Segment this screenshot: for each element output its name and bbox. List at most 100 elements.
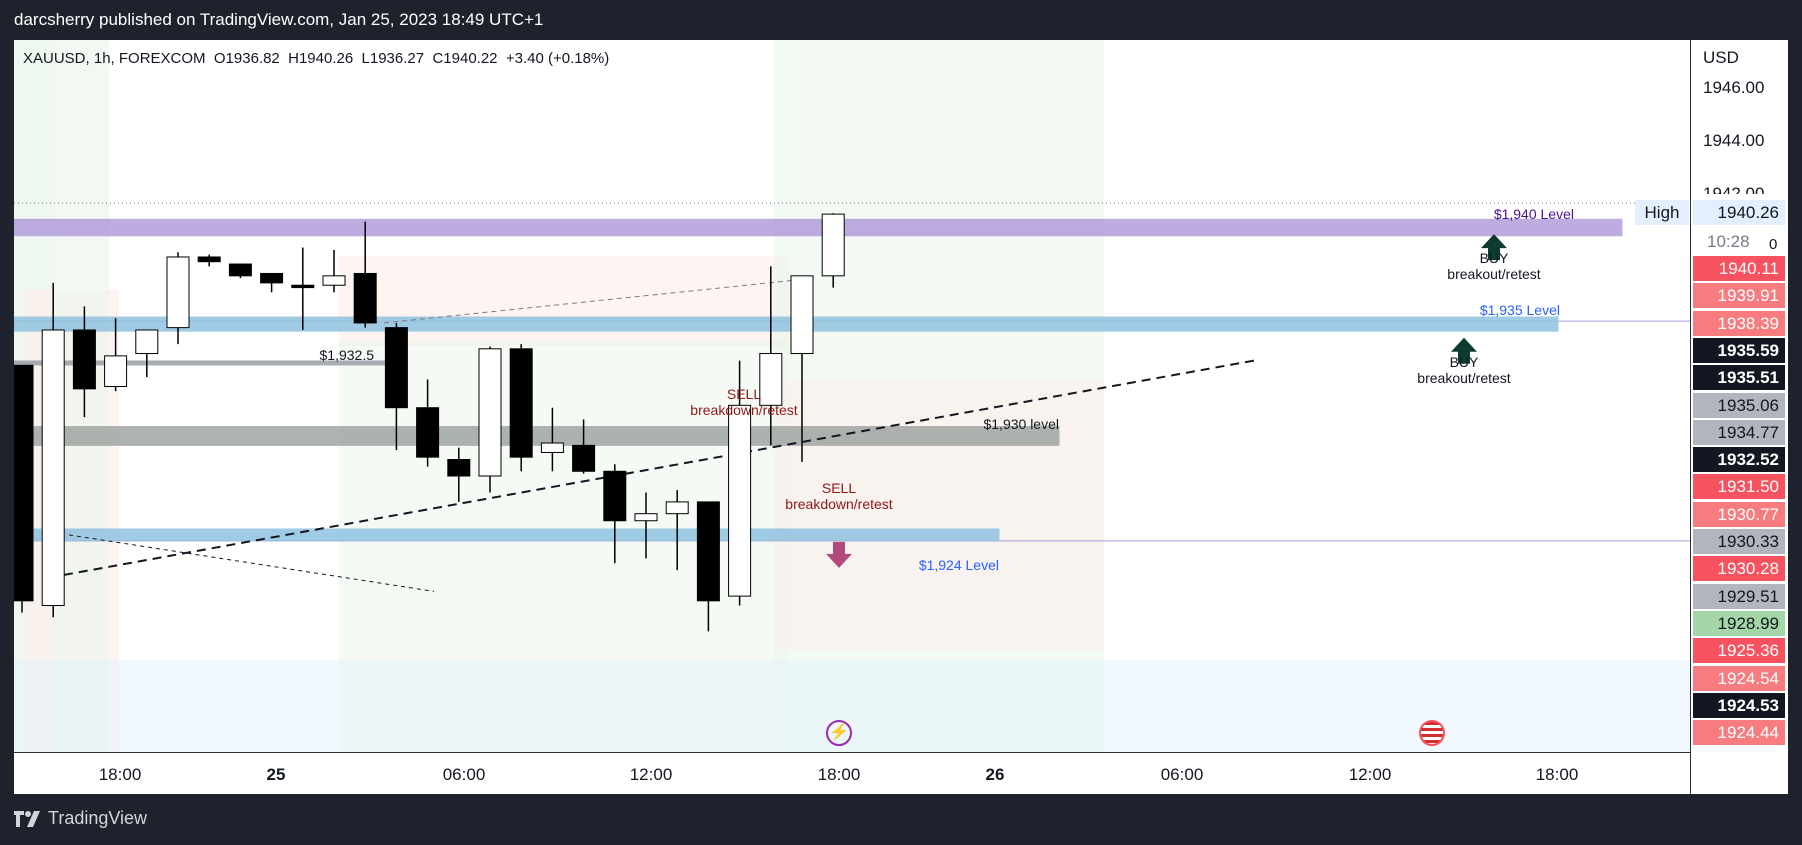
time-label: 06:00	[1160, 765, 1204, 784]
trend-line	[63, 359, 1255, 576]
sell-arrow-icon	[826, 541, 852, 568]
sell-annotation[interactable]: SELL breakdown/retest	[684, 386, 804, 418]
time-label: 06:00	[442, 765, 486, 784]
price-badge: 1924.53	[1693, 692, 1785, 718]
price-badge: 1929.51	[1693, 583, 1785, 609]
chart-svg[interactable]	[14, 40, 1690, 752]
candle-body	[197, 256, 221, 263]
candle-body	[509, 348, 533, 458]
legend-open: O1936.82	[213, 50, 280, 67]
price-badge: 1930.77	[1693, 501, 1785, 527]
time-label: 18:00	[817, 765, 861, 784]
buy-annotation[interactable]: BUY breakout/retest	[1404, 354, 1524, 386]
background-zone	[14, 660, 1690, 752]
annotation-line2: breakdown/retest	[785, 495, 893, 512]
time-label: 26	[985, 765, 1005, 784]
level-label: $1,924 Level	[918, 556, 999, 573]
candle-body	[696, 501, 720, 602]
level-band	[14, 218, 1623, 237]
level-band	[14, 426, 1060, 446]
annotation-line2: breakout/retest	[1447, 266, 1541, 283]
price-tick-partial: 0	[1769, 236, 1778, 253]
time-label: 18:00	[98, 765, 142, 784]
buy-arrow-icon	[1481, 234, 1507, 261]
tradingview-brand: TradingView	[48, 808, 148, 828]
level-band	[14, 528, 1000, 542]
price-axis[interactable]: USD 1946.00 1944.00 1942.00 High 1940.26…	[1635, 40, 1788, 794]
price-badge: 1924.54	[1693, 665, 1785, 691]
price-badge: 1938.39	[1693, 310, 1785, 336]
legend-change: +3.40 (+0.18%)	[505, 50, 610, 67]
high-value-badge: 1940.26	[1693, 200, 1785, 225]
us-flag-icon[interactable]	[1419, 720, 1445, 746]
candle-body	[416, 407, 440, 458]
level-label: $1,940 Level	[1493, 205, 1574, 222]
candle-body	[135, 329, 159, 355]
price-badge: 1935.06	[1693, 392, 1785, 418]
candle-body	[353, 272, 377, 324]
legend-symbol[interactable]: XAUUSD, 1h, FOREXCOM	[23, 50, 206, 67]
annotation-line1: BUY	[1479, 250, 1509, 267]
candle-body	[540, 442, 564, 453]
lightning-icon[interactable]: ⚡	[826, 720, 852, 746]
buy-arrow-icon	[1451, 337, 1477, 364]
price-badge: 1935.59	[1693, 337, 1785, 363]
candle-body	[665, 501, 689, 515]
publisher-line: darcsherry published on TradingView.com,…	[14, 10, 544, 29]
price-tick: 1944.00	[1703, 131, 1765, 150]
price-tick: 1942.00	[1703, 184, 1765, 194]
candle-body	[322, 275, 346, 286]
ohlc-legend: XAUUSD, 1h, FOREXCOM O1936.82 H1940.26 L…	[23, 50, 609, 67]
time-label: 18:00	[1535, 765, 1579, 784]
high-label: High	[1635, 200, 1689, 225]
price-badge: 1939.91	[1693, 283, 1785, 309]
candle-body	[603, 470, 627, 522]
trend-line	[383, 277, 815, 324]
candle-body	[260, 272, 284, 284]
price-badge: 1932.52	[1693, 447, 1785, 473]
chart-panel[interactable]: XAUUSD, 1h, FOREXCOM O1936.82 H1940.26 L…	[14, 40, 1788, 794]
level-label: $1,935 Level	[1479, 302, 1560, 319]
trend-line	[68, 534, 435, 592]
legend-low: L1936.27	[361, 50, 425, 67]
annotation-line2: breakdown/retest	[690, 401, 798, 418]
price-badge: 1930.28	[1693, 556, 1785, 582]
price-badge: 1931.50	[1693, 474, 1785, 500]
candle-body	[821, 213, 845, 277]
price-badge: 1934.77	[1693, 419, 1785, 445]
level-band	[14, 316, 1559, 332]
footer: TradingView	[0, 794, 1802, 845]
level-label: $1,932.5	[319, 346, 375, 363]
candle-body	[790, 275, 814, 355]
tradingview-logo[interactable]: TradingView	[14, 808, 147, 829]
currency-label[interactable]: USD	[1703, 48, 1739, 67]
annotation-line2: breakout/retest	[1417, 369, 1511, 386]
candle-body	[728, 404, 752, 597]
price-badge: 1925.36	[1693, 638, 1785, 664]
candle-body	[478, 348, 502, 477]
candle-body	[14, 364, 34, 602]
sell-annotation[interactable]: SELL breakdown/retest	[779, 480, 899, 512]
price-badge: 1940.11	[1693, 256, 1785, 281]
candle-body	[759, 353, 783, 406]
candle-body	[166, 256, 190, 329]
candle-body	[228, 263, 252, 277]
buy-annotation[interactable]: BUY breakout/retest	[1434, 250, 1554, 282]
price-badge: 1928.99	[1693, 610, 1785, 636]
candle-body	[634, 513, 658, 522]
annotation-line1: SELL	[821, 479, 857, 496]
time-label: 25	[266, 765, 286, 784]
time-axis[interactable]: 18:00 25 06:00 12:00 18:00 26 06:00 12:0…	[14, 752, 1690, 794]
time-label: 12:00	[1348, 765, 1392, 784]
price-badge: 1935.51	[1693, 365, 1785, 391]
annotation-line1: SELL	[726, 385, 762, 402]
legend-close: C1940.22	[432, 50, 498, 67]
bar-countdown: 10:28	[1707, 232, 1750, 251]
chart-area[interactable]: XAUUSD, 1h, FOREXCOM O1936.82 H1940.26 L…	[14, 40, 1690, 752]
price-badge: 1924.44	[1693, 720, 1785, 746]
candle-body	[104, 355, 128, 388]
candle-body	[291, 284, 315, 289]
candle-body	[572, 444, 596, 472]
candle-body	[447, 459, 471, 477]
candle-body	[41, 329, 65, 607]
